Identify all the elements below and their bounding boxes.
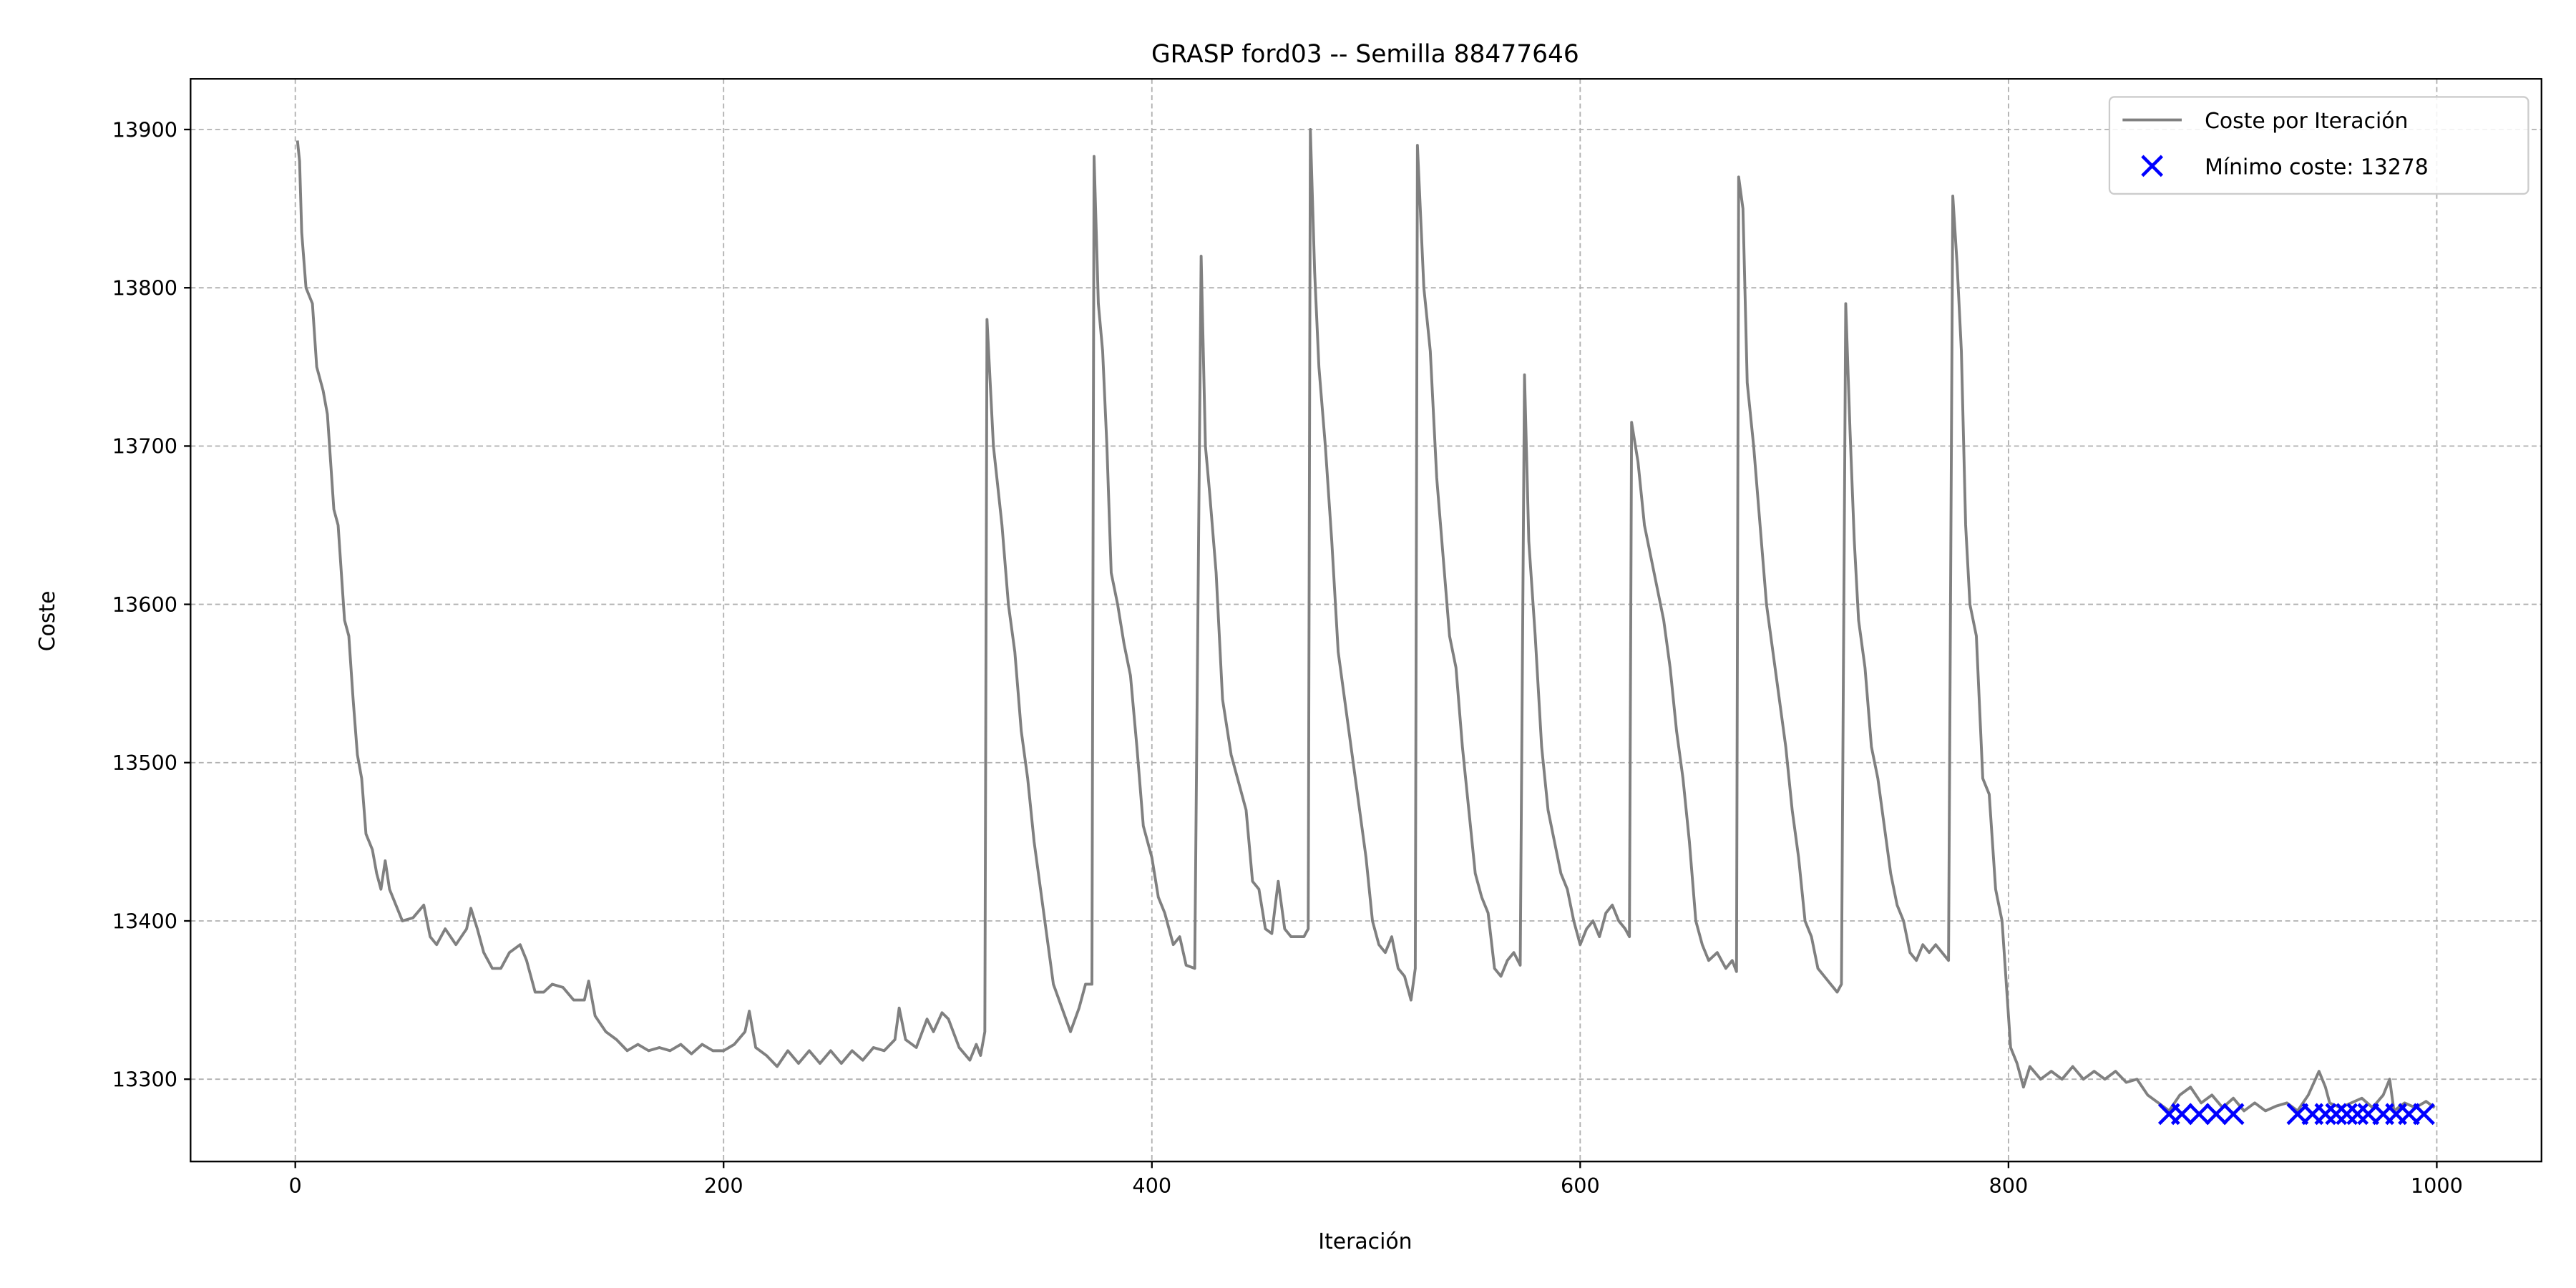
min-marker (2314, 1103, 2337, 1126)
legend-swatch (2141, 155, 2164, 177)
min-marker (2325, 1103, 2348, 1126)
x-axis-label: Iteración (1318, 1229, 1412, 1254)
plot-area (296, 128, 2436, 1126)
y-axis-label: Coste (35, 591, 60, 652)
y-tick-label: 13500 (112, 751, 177, 775)
min-marker (2413, 1103, 2435, 1126)
y-tick-label: 13900 (112, 117, 177, 142)
y-tick-label: 13400 (112, 909, 177, 933)
legend-label: Mínimo coste: 13278 (2205, 155, 2429, 180)
min-marker (2336, 1103, 2358, 1126)
chart-title: GRASP ford03 -- Semilla 88477646 (1151, 40, 1579, 69)
x-tick-label: 0 (289, 1174, 302, 1198)
y-tick-label: 13300 (112, 1068, 177, 1092)
grid (190, 79, 2542, 1162)
x-tick-label: 1000 (2411, 1174, 2463, 1198)
min-marker (2346, 1103, 2369, 1126)
cost-line (296, 128, 2436, 1113)
min-marker (2205, 1103, 2228, 1126)
x-tick-label: 800 (1989, 1174, 2029, 1198)
x-tick-label: 200 (704, 1174, 743, 1198)
y-tick-label: 13600 (112, 592, 177, 617)
legend-label: Coste por Iteración (2205, 109, 2408, 134)
min-marker (2222, 1103, 2245, 1126)
min-marker (2187, 1103, 2210, 1126)
y-tick-label: 13800 (112, 276, 177, 301)
min-marker (2170, 1103, 2193, 1126)
ticks: 0 200 400 600 800 1000 13300 13400 13500 13600 137… (112, 117, 2463, 1198)
x-tick-label: 400 (1132, 1174, 1171, 1198)
axes-frame (190, 78, 2542, 1163)
legend: Coste por Iteración Mínimo coste: 13278 (2108, 96, 2529, 195)
x-tick-label: 600 (1561, 1174, 1600, 1198)
y-tick-label: 13700 (112, 434, 177, 459)
legend-box (2108, 96, 2529, 195)
